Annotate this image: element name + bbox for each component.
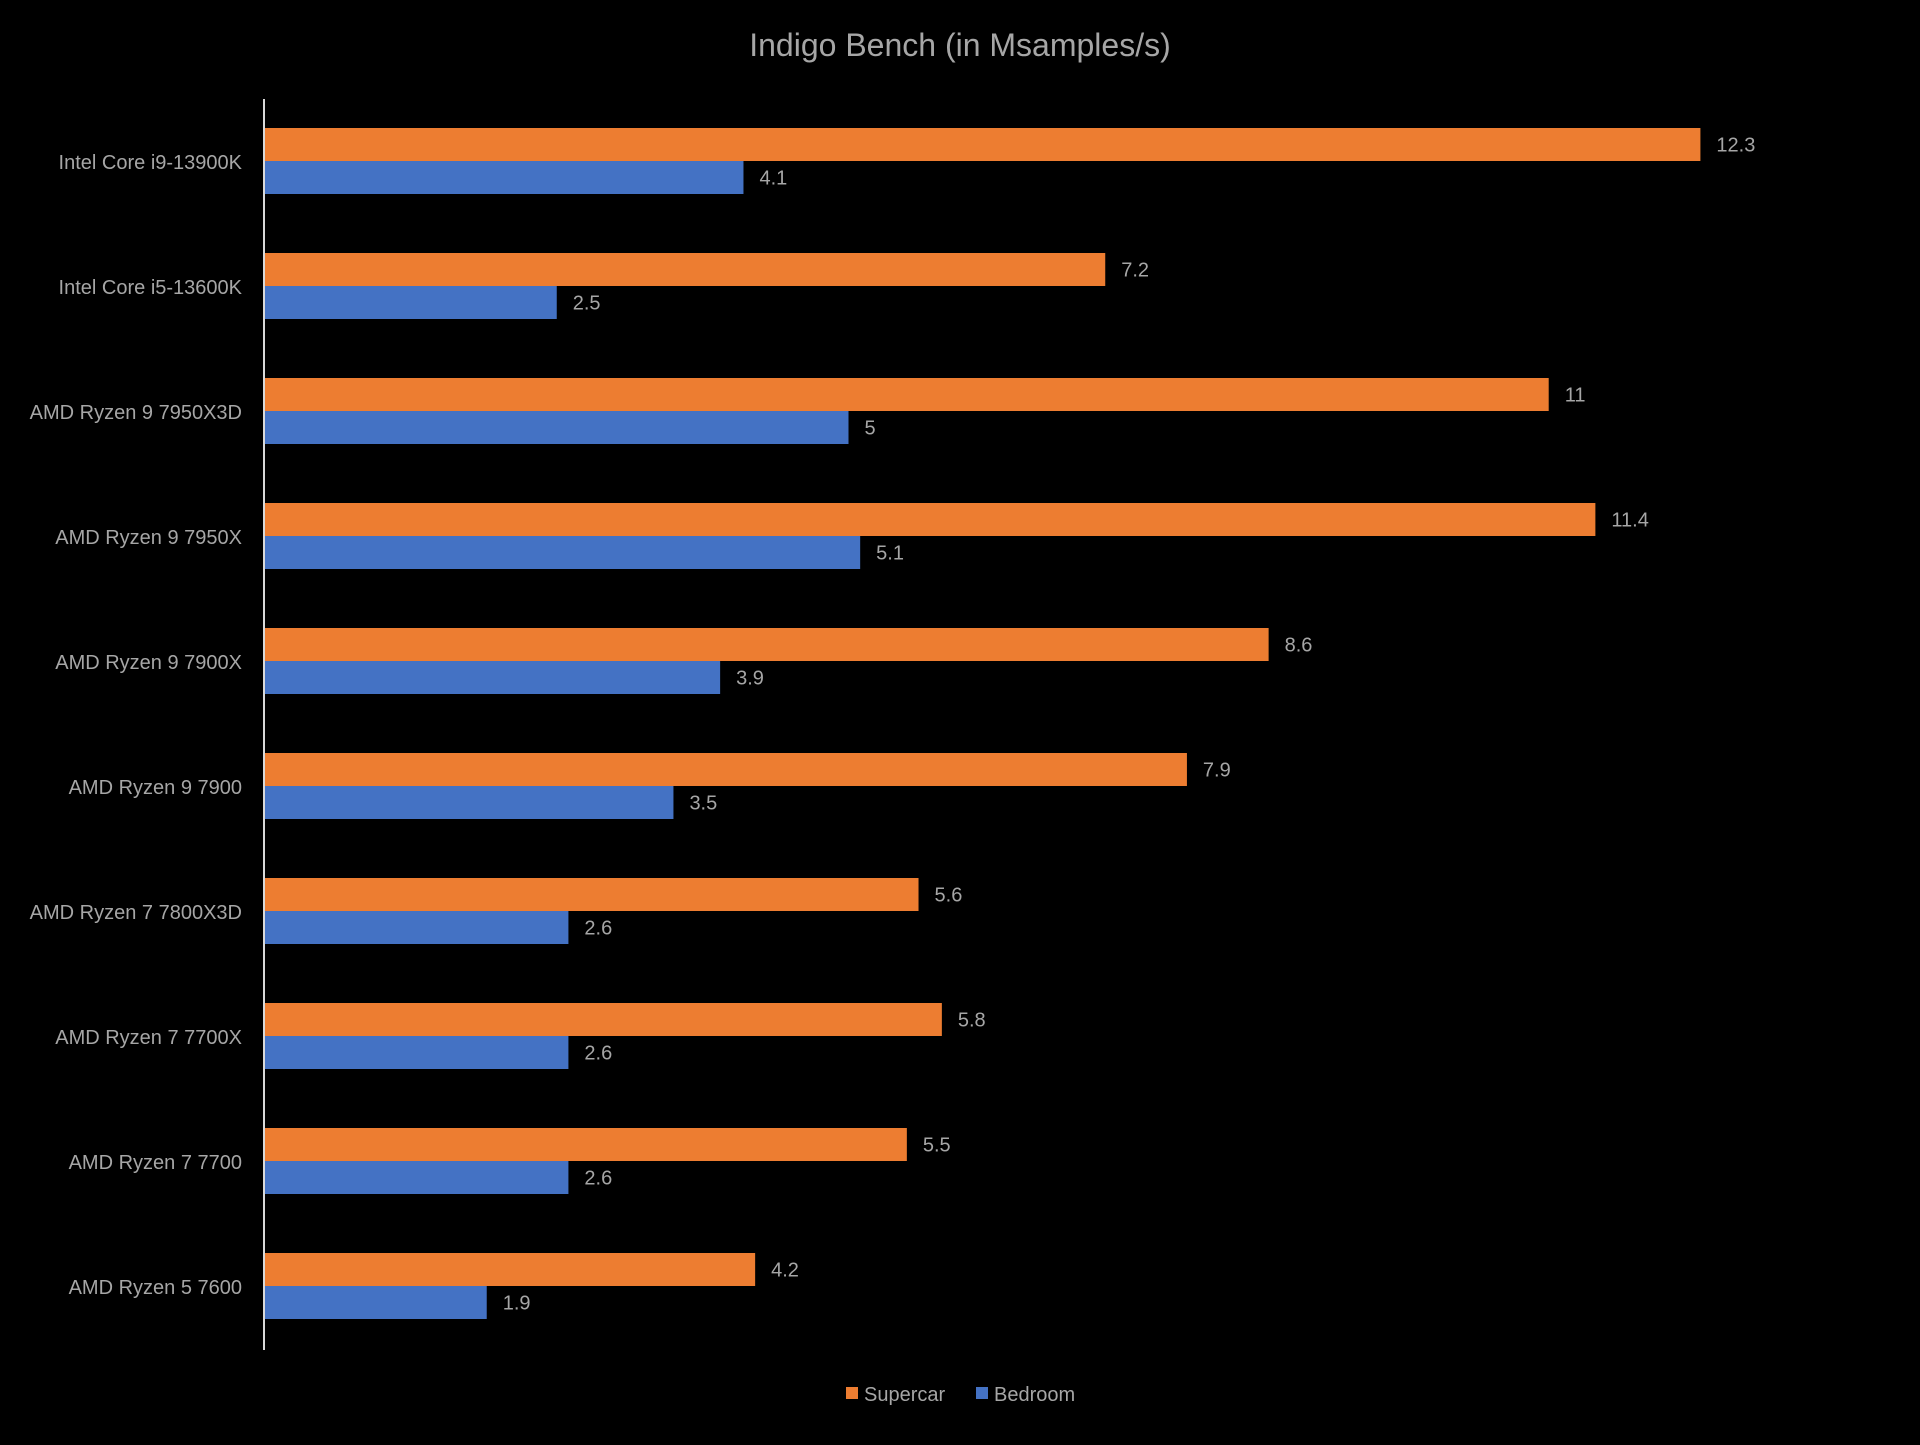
- value-label-bedroom-amd-ryzen-9-7900: 3.5: [689, 793, 717, 815]
- value-label-supercar-amd-ryzen-7-7700: 5.5: [923, 1135, 951, 1157]
- value-labels: 12.3 4.1 7.2 2.5 11 5 11.4 5.1 8.6 3.9 7.9 3.5 5.6 2.…: [503, 135, 1756, 1315]
- bar-supercar-amd-ryzen-5-7600: [265, 1253, 756, 1286]
- legend-label-supercar: Supercar: [864, 1384, 945, 1406]
- value-label-supercar-amd-ryzen-9-7950x: 11.4: [1611, 510, 1648, 532]
- category-labels: Intel Core i9-13900K Intel Core i5-13600K…: [30, 152, 243, 1299]
- bar-bedroom-amd-ryzen-7-7800x3d: [265, 911, 569, 944]
- value-label-bedroom-amd-ryzen-9-7950x3d: 5: [865, 418, 876, 440]
- value-label-supercar-intel-core-i5-13600k: 7.2: [1121, 260, 1149, 282]
- bar-supercar-amd-ryzen-7-7700: [265, 1128, 907, 1161]
- legend-swatch-bedroom: [976, 1387, 988, 1399]
- value-label-supercar-amd-ryzen-9-7900: 7.9: [1203, 760, 1231, 782]
- bar-supercar-amd-ryzen-9-7950x3d: [265, 378, 1549, 411]
- bar-bedroom-intel-core-i5-13600k: [265, 286, 557, 319]
- bar-bedroom-amd-ryzen-9-7900x: [265, 661, 721, 694]
- category-label-amd-ryzen-9-7900: AMD Ryzen 9 7900: [69, 777, 242, 799]
- category-label-amd-ryzen-9-7950x: AMD Ryzen 9 7950X: [55, 527, 242, 549]
- bar-supercar-amd-ryzen-9-7900: [265, 753, 1187, 786]
- legend-label-bedroom: Bedroom: [994, 1384, 1075, 1406]
- bars-layer: [265, 128, 1701, 1319]
- bar-bedroom-amd-ryzen-9-7950x: [265, 536, 861, 569]
- category-label-amd-ryzen-7-7700: AMD Ryzen 7 7700: [69, 1152, 242, 1174]
- value-label-supercar-intel-core-i9-13900k: 12.3: [1716, 135, 1755, 157]
- bar-supercar-amd-ryzen-9-7900x: [265, 628, 1269, 661]
- category-label-amd-ryzen-9-7900x: AMD Ryzen 9 7900X: [55, 652, 242, 674]
- bar-bedroom-intel-core-i9-13900k: [265, 161, 744, 194]
- bar-supercar-amd-ryzen-7-7800x3d: [265, 878, 919, 911]
- value-label-bedroom-amd-ryzen-9-7900x: 3.9: [736, 668, 764, 690]
- bar-bedroom-amd-ryzen-9-7950x3d: [265, 411, 849, 444]
- value-label-bedroom-amd-ryzen-7-7800x3d: 2.6: [584, 918, 612, 940]
- chart-title: Indigo Bench (in Msamples/s): [749, 27, 1171, 63]
- value-label-bedroom-amd-ryzen-9-7950x: 5.1: [876, 543, 904, 565]
- category-label-amd-ryzen-9-7950x3d: AMD Ryzen 9 7950X3D: [30, 402, 242, 424]
- value-label-bedroom-intel-core-i9-13900k: 4.1: [759, 168, 787, 190]
- bar-bedroom-amd-ryzen-7-7700: [265, 1161, 569, 1194]
- bar-supercar-amd-ryzen-7-7700x: [265, 1003, 942, 1036]
- value-label-supercar-amd-ryzen-9-7900x: 8.6: [1285, 635, 1313, 657]
- value-label-supercar-amd-ryzen-7-7800x3d: 5.6: [935, 885, 963, 907]
- value-label-supercar-amd-ryzen-7-7700x: 5.8: [958, 1010, 986, 1032]
- category-label-amd-ryzen-5-7600: AMD Ryzen 5 7600: [69, 1277, 242, 1299]
- value-label-supercar-amd-ryzen-9-7950x3d: 11: [1565, 385, 1586, 407]
- bar-supercar-intel-core-i9-13900k: [265, 128, 1701, 161]
- bar-bedroom-amd-ryzen-9-7900: [265, 786, 674, 819]
- category-label-intel-core-i5-13600k: Intel Core i5-13600K: [59, 277, 243, 299]
- value-label-bedroom-amd-ryzen-5-7600: 1.9: [503, 1293, 531, 1315]
- legend: Supercar Bedroom: [846, 1384, 1075, 1406]
- category-label-intel-core-i9-13900k: Intel Core i9-13900K: [59, 152, 243, 174]
- bar-bedroom-amd-ryzen-5-7600: [265, 1286, 487, 1319]
- bar-supercar-amd-ryzen-9-7950x: [265, 503, 1596, 536]
- category-label-amd-ryzen-7-7800x3d: AMD Ryzen 7 7800X3D: [30, 902, 242, 924]
- value-label-supercar-amd-ryzen-5-7600: 4.2: [771, 1260, 799, 1282]
- bar-bedroom-amd-ryzen-7-7700x: [265, 1036, 569, 1069]
- bar-supercar-intel-core-i5-13600k: [265, 253, 1106, 286]
- legend-swatch-supercar: [846, 1387, 858, 1399]
- category-label-amd-ryzen-7-7700x: AMD Ryzen 7 7700X: [55, 1027, 242, 1049]
- value-label-bedroom-amd-ryzen-7-7700x: 2.6: [584, 1043, 612, 1065]
- value-label-bedroom-intel-core-i5-13600k: 2.5: [573, 293, 601, 315]
- value-label-bedroom-amd-ryzen-7-7700: 2.6: [584, 1168, 612, 1190]
